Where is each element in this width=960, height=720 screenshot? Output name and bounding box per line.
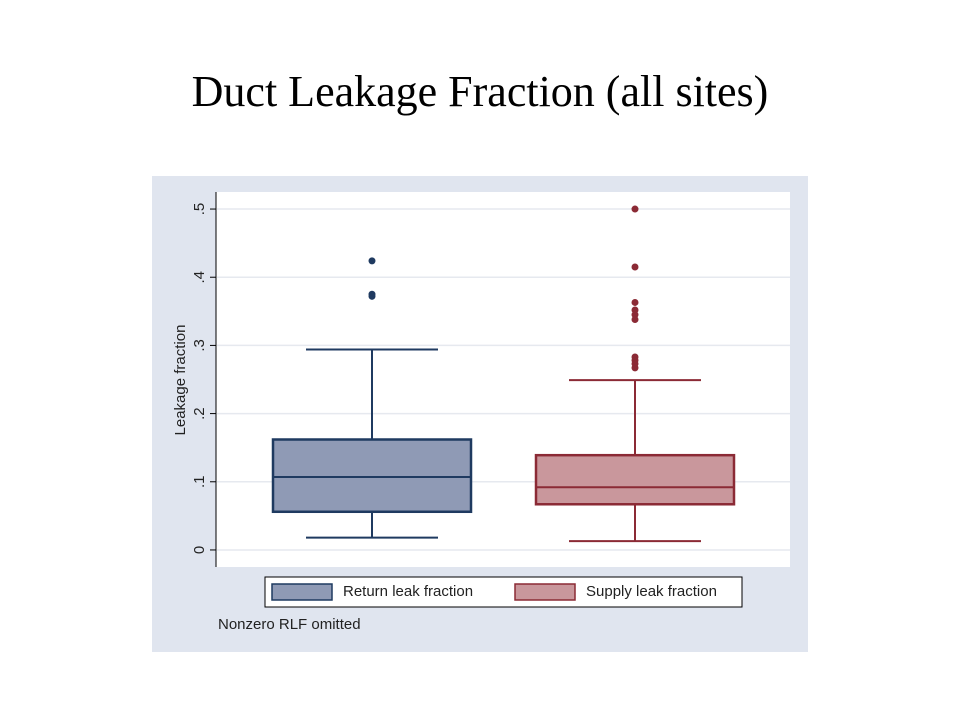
outlier: [631, 263, 639, 271]
outlier: [368, 292, 376, 300]
note: Nonzero RLF omitted: [218, 616, 361, 633]
y-tick-label: .1: [191, 476, 208, 489]
legend-swatch: [271, 583, 333, 601]
outlier: [631, 364, 639, 372]
outlier: [631, 205, 639, 213]
box: [534, 453, 736, 506]
outlier: [631, 316, 639, 323]
chart-title: Duct Leakage Fraction (all sites): [192, 67, 769, 116]
y-tick-label: .3: [191, 339, 208, 352]
y-axis-title: Leakage fraction: [172, 325, 189, 436]
y-tick-label: .2: [191, 407, 208, 420]
outlier: [368, 257, 376, 265]
y-tick-label: 0: [191, 546, 208, 554]
y-tick-label: .4: [191, 271, 208, 284]
outlier: [631, 298, 639, 306]
legend-swatch: [514, 583, 576, 601]
legend: [264, 576, 743, 608]
legend-label: Supply leak fraction: [586, 583, 717, 600]
y-tick-label: .5: [191, 203, 208, 216]
box: [271, 438, 473, 514]
legend-label: Return leak fraction: [343, 583, 473, 600]
